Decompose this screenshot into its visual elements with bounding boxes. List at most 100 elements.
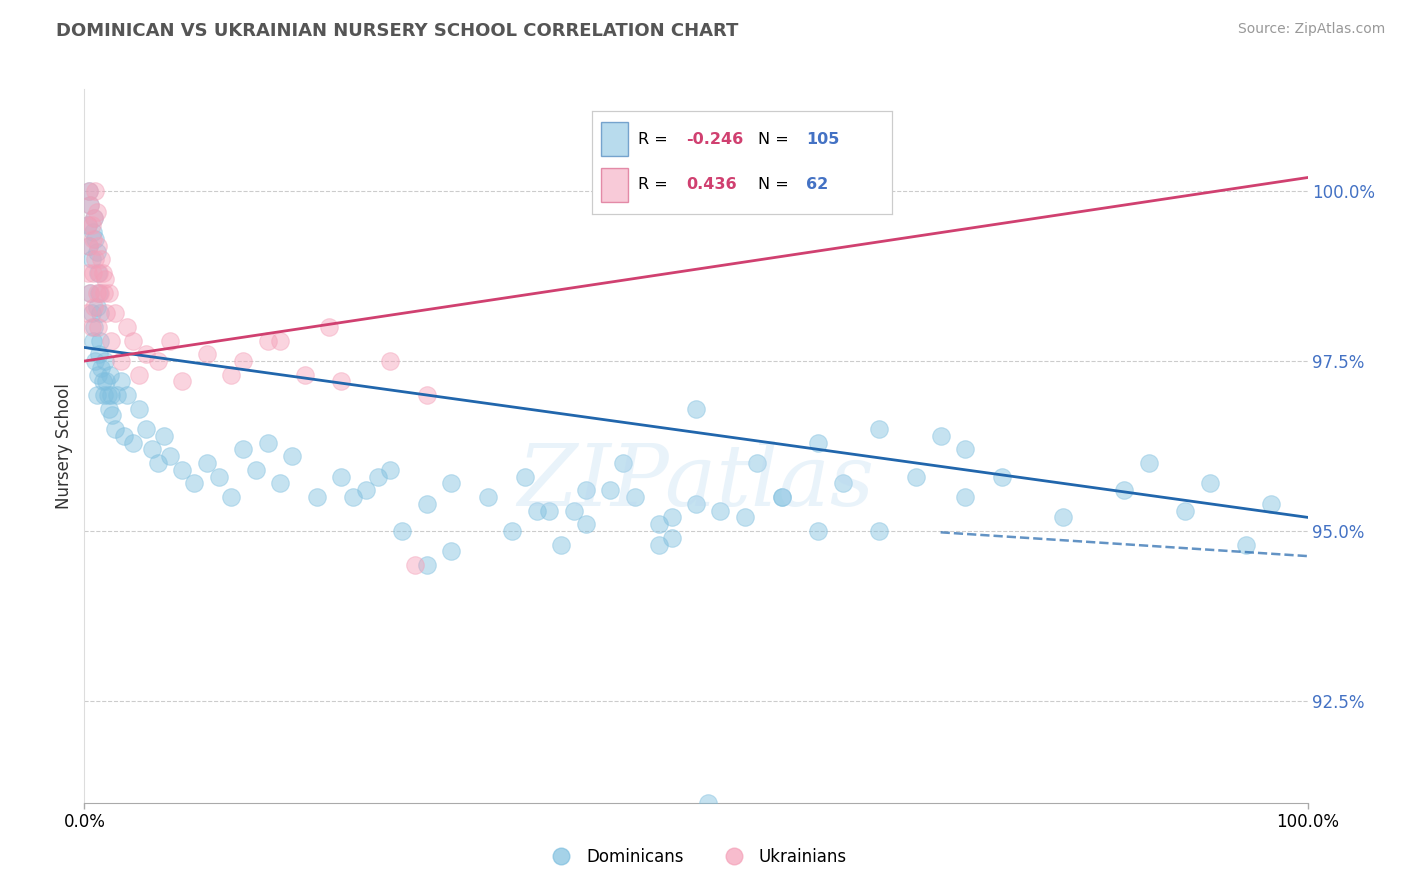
Point (562, 503, 585, 517)
Point (77, 184, 100, 198)
Point (77, 184, 100, 198)
Point (82, 334, 104, 348)
Point (208, 469, 231, 483)
Point (416, 558, 439, 572)
Point (104, 422, 127, 436)
Point (318, 320, 340, 334)
Point (153, 429, 176, 443)
Point (80, 218, 103, 232)
Point (294, 368, 316, 382)
Point (685, 497, 707, 511)
Point (831, 476, 853, 491)
Point (869, 422, 891, 436)
Point (697, 796, 720, 810)
Point (91, 375, 114, 389)
Point (84, 232, 107, 246)
Point (661, 510, 683, 524)
Point (380, 354, 402, 368)
Point (86, 388, 108, 402)
Point (122, 334, 145, 348)
Point (77, 218, 100, 232)
Point (128, 401, 150, 416)
Point (141, 442, 163, 457)
Point (953, 490, 976, 504)
Point (87, 266, 110, 280)
Point (77, 238, 100, 252)
Point (96, 375, 118, 389)
Point (734, 510, 756, 524)
Point (87, 286, 110, 301)
Point (89, 334, 111, 348)
Point (526, 503, 548, 517)
Point (94, 354, 117, 368)
Point (87, 238, 110, 252)
Point (101, 409, 124, 423)
Point (1137, 456, 1160, 470)
Point (110, 375, 132, 389)
Point (90, 360, 112, 375)
Point (685, 401, 707, 416)
Point (391, 524, 413, 538)
Text: Source: ZipAtlas.com: Source: ZipAtlas.com (1237, 22, 1385, 37)
Point (245, 463, 267, 477)
Point (1052, 510, 1074, 524)
Point (172, 463, 194, 477)
Point (575, 517, 598, 532)
Text: ZIPatlas: ZIPatlas (517, 441, 875, 523)
Point (84, 184, 107, 198)
Point (89, 306, 111, 320)
Point (98, 368, 121, 382)
Point (159, 334, 181, 348)
Y-axis label: Nursery School: Nursery School (55, 383, 73, 509)
Point (82, 225, 104, 239)
Point (115, 320, 138, 334)
Point (100, 388, 122, 402)
Point (219, 368, 242, 382)
Point (122, 435, 145, 450)
Point (77, 266, 100, 280)
Point (195, 347, 218, 361)
Point (354, 483, 377, 498)
Point (1198, 476, 1220, 491)
Point (416, 388, 439, 402)
Point (380, 463, 402, 477)
Point (219, 490, 242, 504)
Point (440, 476, 463, 491)
Point (93, 388, 115, 402)
Point (105, 388, 128, 402)
Point (77, 218, 100, 232)
Point (869, 524, 891, 538)
Point (79, 286, 101, 301)
Point (281, 449, 304, 463)
Point (624, 490, 647, 504)
Point (648, 537, 671, 551)
Point (770, 490, 793, 504)
Point (87, 320, 110, 334)
Point (87, 266, 110, 280)
Point (91, 266, 114, 280)
Point (110, 354, 132, 368)
Point (135, 347, 157, 361)
Point (77, 238, 100, 252)
Point (257, 334, 280, 348)
Point (953, 442, 976, 457)
Point (661, 531, 683, 545)
Point (905, 469, 928, 483)
Point (599, 483, 621, 498)
Point (84, 252, 107, 266)
Point (183, 476, 205, 491)
Point (305, 490, 328, 504)
Point (97, 388, 120, 402)
Point (159, 449, 181, 463)
Point (709, 503, 731, 517)
Point (269, 334, 291, 348)
Point (146, 456, 169, 470)
Point (501, 524, 523, 538)
Legend: Dominicans, Ukrainians: Dominicans, Ukrainians (538, 842, 853, 873)
Point (86, 300, 108, 314)
Point (1260, 497, 1282, 511)
Point (195, 456, 218, 470)
Point (79, 198, 101, 212)
Point (440, 544, 463, 558)
Point (172, 375, 194, 389)
